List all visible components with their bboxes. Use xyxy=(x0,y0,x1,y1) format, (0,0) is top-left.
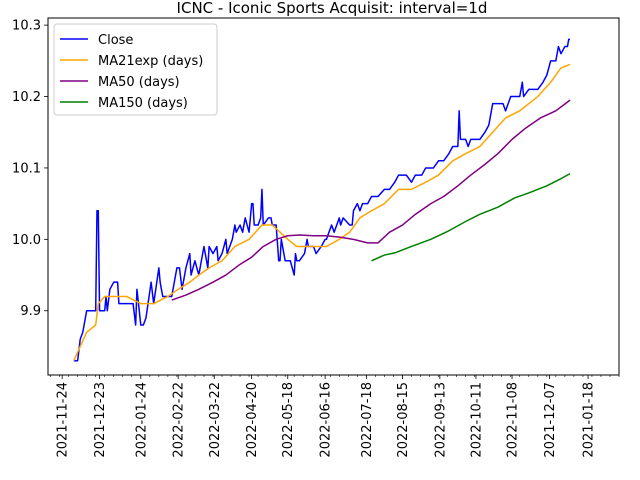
legend-label: MA50 (days) xyxy=(98,75,180,90)
series-line-ma150 xyxy=(371,172,571,262)
legend-label: MA21exp (days) xyxy=(98,54,203,69)
x-tick-label: 2022-07-18 xyxy=(360,382,375,458)
x-tick-label: 2022-06-16 xyxy=(319,382,334,458)
x-tick-label: 2022-10-11 xyxy=(469,382,484,458)
series-line-close xyxy=(73,38,571,362)
y-tick-label: 10.0 xyxy=(12,233,41,248)
chart-title: ICNC - Iconic Sports Acquisit: interval=… xyxy=(177,0,488,17)
x-tick-label: 2022-05-18 xyxy=(281,382,296,458)
x-tick-label: 2021-12-07 xyxy=(543,382,558,458)
x-tick-label: 2021-01-18 xyxy=(582,382,597,458)
x-tick-label: 2022-09-13 xyxy=(433,382,448,458)
y-tick-label: 10.1 xyxy=(12,161,41,176)
x-tick-label: 2022-08-15 xyxy=(396,382,411,458)
series-line-ma50 xyxy=(171,99,571,301)
legend-box xyxy=(53,23,218,116)
legend: Close MA21exp (days) MA50 (days) MA150 (day… xyxy=(53,23,218,116)
x-tick-label: 2022-11-08 xyxy=(506,382,521,458)
x-axis: 2021-11-24 2021-12-23 2022-01-24 2022-02-22… xyxy=(50,375,620,458)
x-tick-label: 2022-01-24 xyxy=(134,382,149,458)
x-tick-label: 2022-03-22 xyxy=(208,382,223,458)
y-tick-label: 10.3 xyxy=(12,19,41,34)
plot-frame xyxy=(47,17,620,376)
legend-label: MA150 (days) xyxy=(98,96,188,111)
x-tick-label: 2022-02-22 xyxy=(172,382,187,458)
x-tick-label: 2021-12-23 xyxy=(93,382,108,458)
series-line-ma21exp xyxy=(73,63,571,362)
x-tick-label: 2021-11-24 xyxy=(56,382,71,458)
legend-label: Close xyxy=(98,33,133,48)
y-tick-label: 10.2 xyxy=(12,90,41,105)
x-tick-label: 2022-04-20 xyxy=(245,382,260,458)
y-tick-label: 9.9 xyxy=(20,304,41,319)
y-axis: 9.9 10.0 10.1 10.2 10.3 xyxy=(12,19,48,319)
